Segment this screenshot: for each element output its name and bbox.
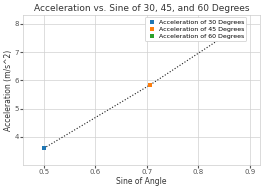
Y-axis label: Acceleration (m/s^2): Acceleration (m/s^2): [4, 50, 13, 131]
Acceleration of 45 Degrees: [148, 83, 153, 86]
Acceleration of 30 Degrees: [42, 147, 46, 150]
X-axis label: Sine of Angle: Sine of Angle: [117, 177, 167, 186]
Acceleration of 60 Degrees: [230, 29, 234, 32]
Legend: Acceleration of 30 Degrees, Acceleration of 45 Degrees, Acceleration of 60 Degre: Acceleration of 30 Degrees, Acceleration…: [145, 17, 246, 41]
Title: Acceleration vs. Sine of 30, 45, and 60 Degrees: Acceleration vs. Sine of 30, 45, and 60 …: [34, 4, 250, 13]
